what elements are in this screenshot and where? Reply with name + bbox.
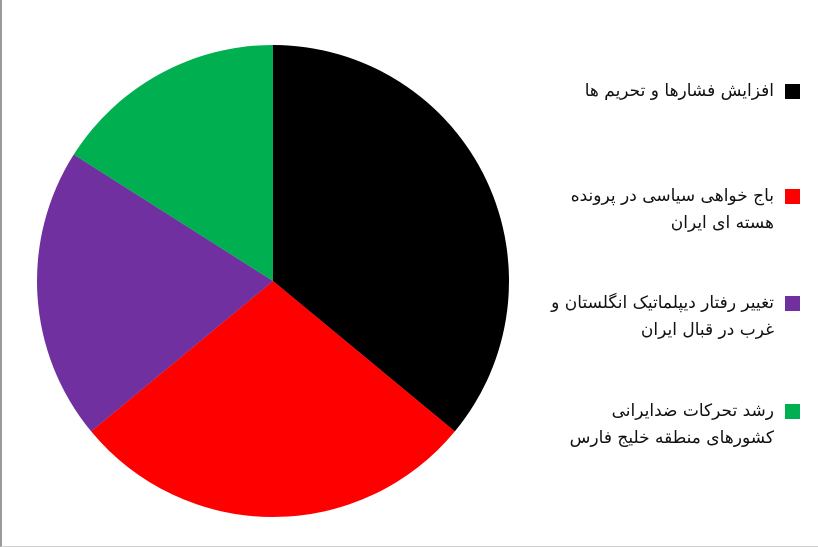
legend-item-1: باج خواهی سیاسی در پرونده هسته ای ایران xyxy=(545,183,800,237)
legend-item-3: رشد تحرکات ضدایرانی کشورهای منطقه خلیج ف… xyxy=(545,398,800,452)
legend-swatch-3 xyxy=(785,404,800,419)
legend-label-0: افزایش فشارها و تحریم ها xyxy=(584,81,774,101)
legend-label-2: تغییر رفتار دیپلماتیک انگلستان و غرب در … xyxy=(551,293,774,340)
legend-label-3: رشد تحرکات ضدایرانی کشورهای منطقه خلیج ف… xyxy=(569,401,774,448)
pie-slice-1 xyxy=(91,281,455,518)
pie-slice-0 xyxy=(273,45,509,432)
legend-item-0: افزایش فشارها و تحریم ها xyxy=(545,78,800,105)
legend-swatch-2 xyxy=(785,296,800,311)
legend-item-2: تغییر رفتار دیپلماتیک انگلستان و غرب در … xyxy=(545,290,800,344)
pie-slice-3 xyxy=(73,45,273,281)
legend-swatch-1 xyxy=(785,189,800,204)
chart-legend: افزایش فشارها و تحریم ها باج خواهی سیاسی… xyxy=(545,0,800,547)
legend-swatch-0 xyxy=(785,84,800,99)
pie-slice-2 xyxy=(36,154,274,432)
legend-label-1: باج خواهی سیاسی در پرونده هسته ای ایران xyxy=(570,186,774,233)
